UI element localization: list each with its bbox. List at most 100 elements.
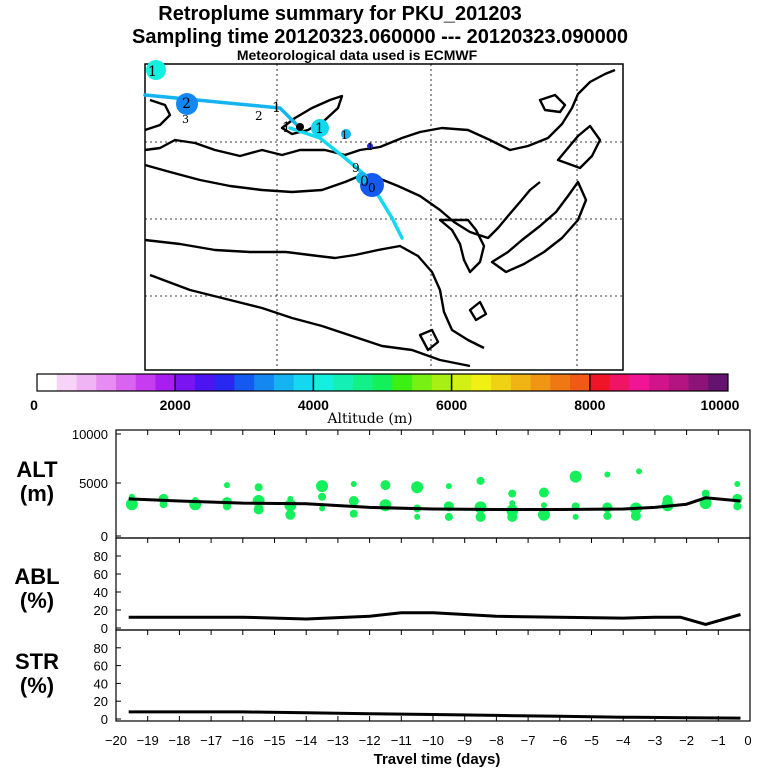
cluster-marker xyxy=(356,172,368,184)
colorbar-tick-label: 10000 xyxy=(701,397,740,413)
colorbar-cell xyxy=(431,374,453,391)
alt-panel: ALT (m) 10000 5000 0 xyxy=(16,427,751,544)
colorbar-cell xyxy=(471,374,492,391)
x-tick-label: −15 xyxy=(263,733,285,748)
altitude-point xyxy=(662,494,673,505)
cluster-marker xyxy=(176,93,198,115)
colorbar-cell xyxy=(56,374,77,391)
title-line-1: Retroplume summary for PKU_201203 xyxy=(158,3,521,25)
altitude-point xyxy=(507,511,518,522)
map-gridlines xyxy=(145,64,623,370)
colorbar-cell xyxy=(629,374,650,391)
colorbar-cell xyxy=(451,374,472,391)
travel-time-axis: −20 −19 −18 −17 −16 −15 −14 −13 −12 −11 −10 −9 −8 −7−… xyxy=(105,716,752,748)
colorbar-cell xyxy=(412,374,433,391)
abl-panel: ABL (%) 80 60 40 20 0 xyxy=(14,537,751,636)
colorbar-cell xyxy=(155,374,176,391)
title-line-3: Meteorological data used is ECMWF xyxy=(237,47,478,63)
str-panel: STR (%) 80 60 40 20 0 xyxy=(15,629,751,727)
x-axis-label: Travel time (days) xyxy=(374,751,501,768)
alt-panel-content: 10000 5000 0 xyxy=(72,427,743,544)
altitude-point xyxy=(350,481,357,488)
trajectory-labels: 1 2 3 1 1 2 1 1 1 9 0 0 xyxy=(148,64,376,195)
x-tick-label: −13 xyxy=(327,733,349,748)
altitude-point xyxy=(474,501,487,514)
title-line-2: Sampling time 20120323.060000 --- 201203… xyxy=(132,26,628,48)
cluster-marker xyxy=(146,60,166,80)
colorbar-cell xyxy=(570,374,591,391)
altitude-point xyxy=(285,509,296,520)
y-tick-label: 0 xyxy=(101,529,108,544)
altitude-point xyxy=(538,487,549,498)
colorbar-tick-label: 2000 xyxy=(160,397,191,413)
colorbar-tick-label: 4000 xyxy=(298,397,329,413)
altitude-point xyxy=(254,483,263,492)
colorbar-cell xyxy=(491,374,512,391)
trajectory-label: 1 xyxy=(315,121,324,137)
colorbar-cell xyxy=(254,374,275,391)
cluster-marker xyxy=(341,129,351,139)
altitude-point xyxy=(349,509,358,518)
colorbar-cell xyxy=(550,374,571,391)
colorbar-cell xyxy=(115,374,137,391)
altitude-point xyxy=(631,508,640,517)
str-panel-label: STR xyxy=(15,649,59,674)
altitude-point xyxy=(319,505,326,512)
cluster-marker xyxy=(311,119,329,137)
map-frame xyxy=(144,63,624,371)
colorbar-tick-label: 6000 xyxy=(436,397,467,413)
abl-panel-label: ABL xyxy=(14,564,59,589)
y-tick-label: 80 xyxy=(94,549,108,564)
x-tick-label: −19 xyxy=(137,733,159,748)
mean-altitude-line xyxy=(128,496,741,511)
colorbar-cell xyxy=(392,374,413,391)
colorbar-cell xyxy=(688,374,709,391)
altitude-point xyxy=(414,513,421,520)
colorbar-cell xyxy=(352,374,374,391)
map-panel: 1 2 3 1 1 2 1 1 1 9 0 0 xyxy=(143,60,624,371)
altitude-point xyxy=(476,476,485,485)
x-tick-label: −2 xyxy=(679,733,694,748)
alt-panel-frame xyxy=(115,429,751,539)
colorbar-tick-label: 8000 xyxy=(574,397,605,413)
colorbar-label: Altitude (m) xyxy=(326,411,412,427)
colorbar-cell xyxy=(333,374,354,391)
trajectory-label: 1 xyxy=(282,120,291,136)
colorbar-tick-label: 0 xyxy=(30,397,38,413)
altitude-point xyxy=(604,471,611,478)
y-tick-label: 80 xyxy=(94,641,108,656)
colorbar-cell xyxy=(135,374,156,391)
x-tick-label: −6 xyxy=(552,733,567,748)
altitude-point xyxy=(445,483,452,490)
colorbar-cell xyxy=(708,374,729,391)
y-tick-label: 60 xyxy=(94,567,108,582)
altitude-point xyxy=(284,499,297,512)
altitude-point xyxy=(379,499,392,512)
altitude-point xyxy=(537,508,550,521)
x-tick-label: −16 xyxy=(232,733,254,748)
altitude-point xyxy=(253,504,264,515)
altitude-point xyxy=(475,511,486,522)
abl-panel-unit: (%) xyxy=(20,588,54,613)
colorbar-cell xyxy=(76,374,97,391)
colorbar-cell xyxy=(37,374,58,391)
altitude-point xyxy=(223,482,230,489)
altitude-point xyxy=(734,481,741,488)
colorbar-cell xyxy=(96,374,117,391)
altitude-point xyxy=(222,502,231,511)
colorbar-cell xyxy=(313,374,334,391)
trajectory-label: 3 xyxy=(182,113,189,126)
colorbar-cell xyxy=(214,374,235,391)
altitude-point xyxy=(380,480,391,491)
colorbar-cell xyxy=(530,374,551,391)
altitude-point xyxy=(540,502,547,509)
colorbar-cell xyxy=(649,374,670,391)
alt-panel-label: ALT xyxy=(16,457,58,482)
x-tick-label: −4 xyxy=(616,733,631,748)
y-tick-label: 20 xyxy=(94,603,108,618)
colorbar-cell xyxy=(293,374,314,391)
colorbar-cells xyxy=(37,374,729,391)
altitude-point xyxy=(636,468,643,475)
altitude-point xyxy=(444,512,453,521)
altitude-point xyxy=(318,492,327,501)
